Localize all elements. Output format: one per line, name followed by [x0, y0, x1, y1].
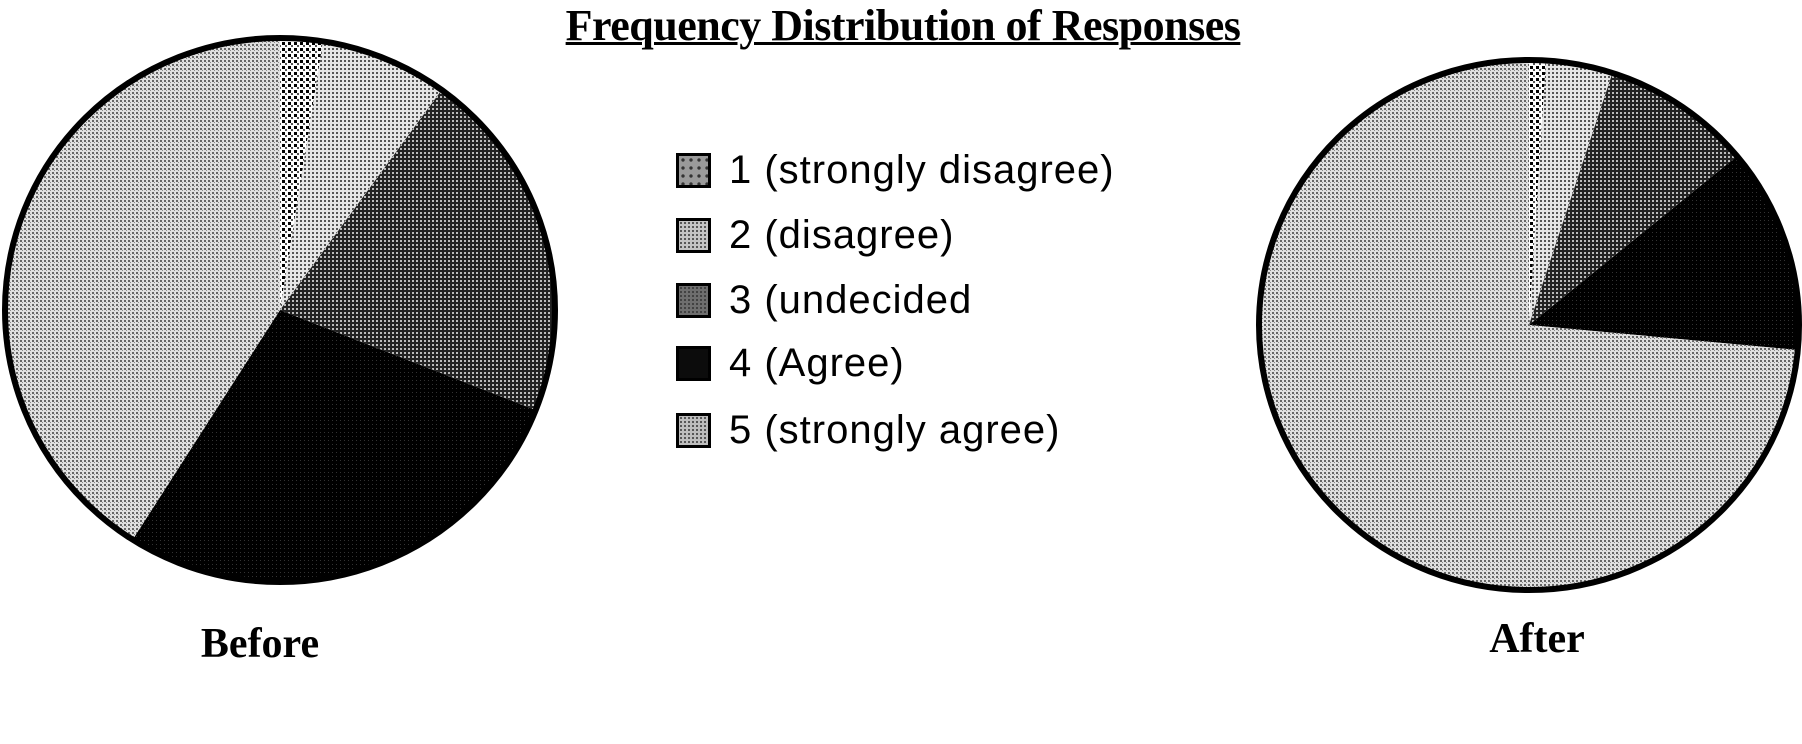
- legend-swatch: [676, 152, 711, 188]
- legend-label: 2 (disagree): [729, 212, 955, 257]
- chart-title: Frequency Distribution of Responses: [565, 1, 1241, 50]
- slice-disagree: [280, 41, 442, 311]
- slice-strongly-agree: [5, 38, 280, 540]
- legend-swatch: [676, 217, 711, 253]
- legend-label: 4 (Agree): [729, 340, 905, 385]
- pie-outline: [1256, 57, 1802, 593]
- legend-item-strongly-agree: 5 (strongly agree): [676, 407, 1061, 452]
- legend-label: 3 (undecided: [729, 277, 973, 322]
- legend-label: 5 (strongly agree): [729, 407, 1061, 452]
- slice-agree: [132, 310, 536, 582]
- legend-item-agree: 4 (Agree): [676, 340, 905, 385]
- legend-swatch: [676, 345, 711, 381]
- pie-after: [1256, 57, 1802, 593]
- slice-undecided: [1529, 72, 1738, 325]
- legend-item-disagree: 2 (disagree): [676, 212, 955, 257]
- legend-item-strongly-disagree: 1 (strongly disagree): [676, 147, 1115, 192]
- legend-label: 1 (strongly disagree): [729, 147, 1115, 192]
- legend-swatch: [676, 282, 711, 318]
- after-label: After: [1489, 616, 1585, 662]
- legend-swatch: [676, 412, 711, 448]
- pie-outline: [2, 35, 558, 585]
- legend-item-undecided: 3 (undecided: [676, 277, 973, 322]
- slice-strongly-disagree: [1529, 60, 1546, 325]
- slice-disagree: [1529, 60, 1613, 325]
- slice-strongly-disagree: [280, 38, 324, 310]
- pie-before: [2, 35, 558, 585]
- slice-strongly-agree: [1259, 59, 1798, 590]
- before-label: Before: [200, 621, 320, 667]
- slice-agree: [1529, 156, 1800, 350]
- slice-undecided: [280, 89, 555, 411]
